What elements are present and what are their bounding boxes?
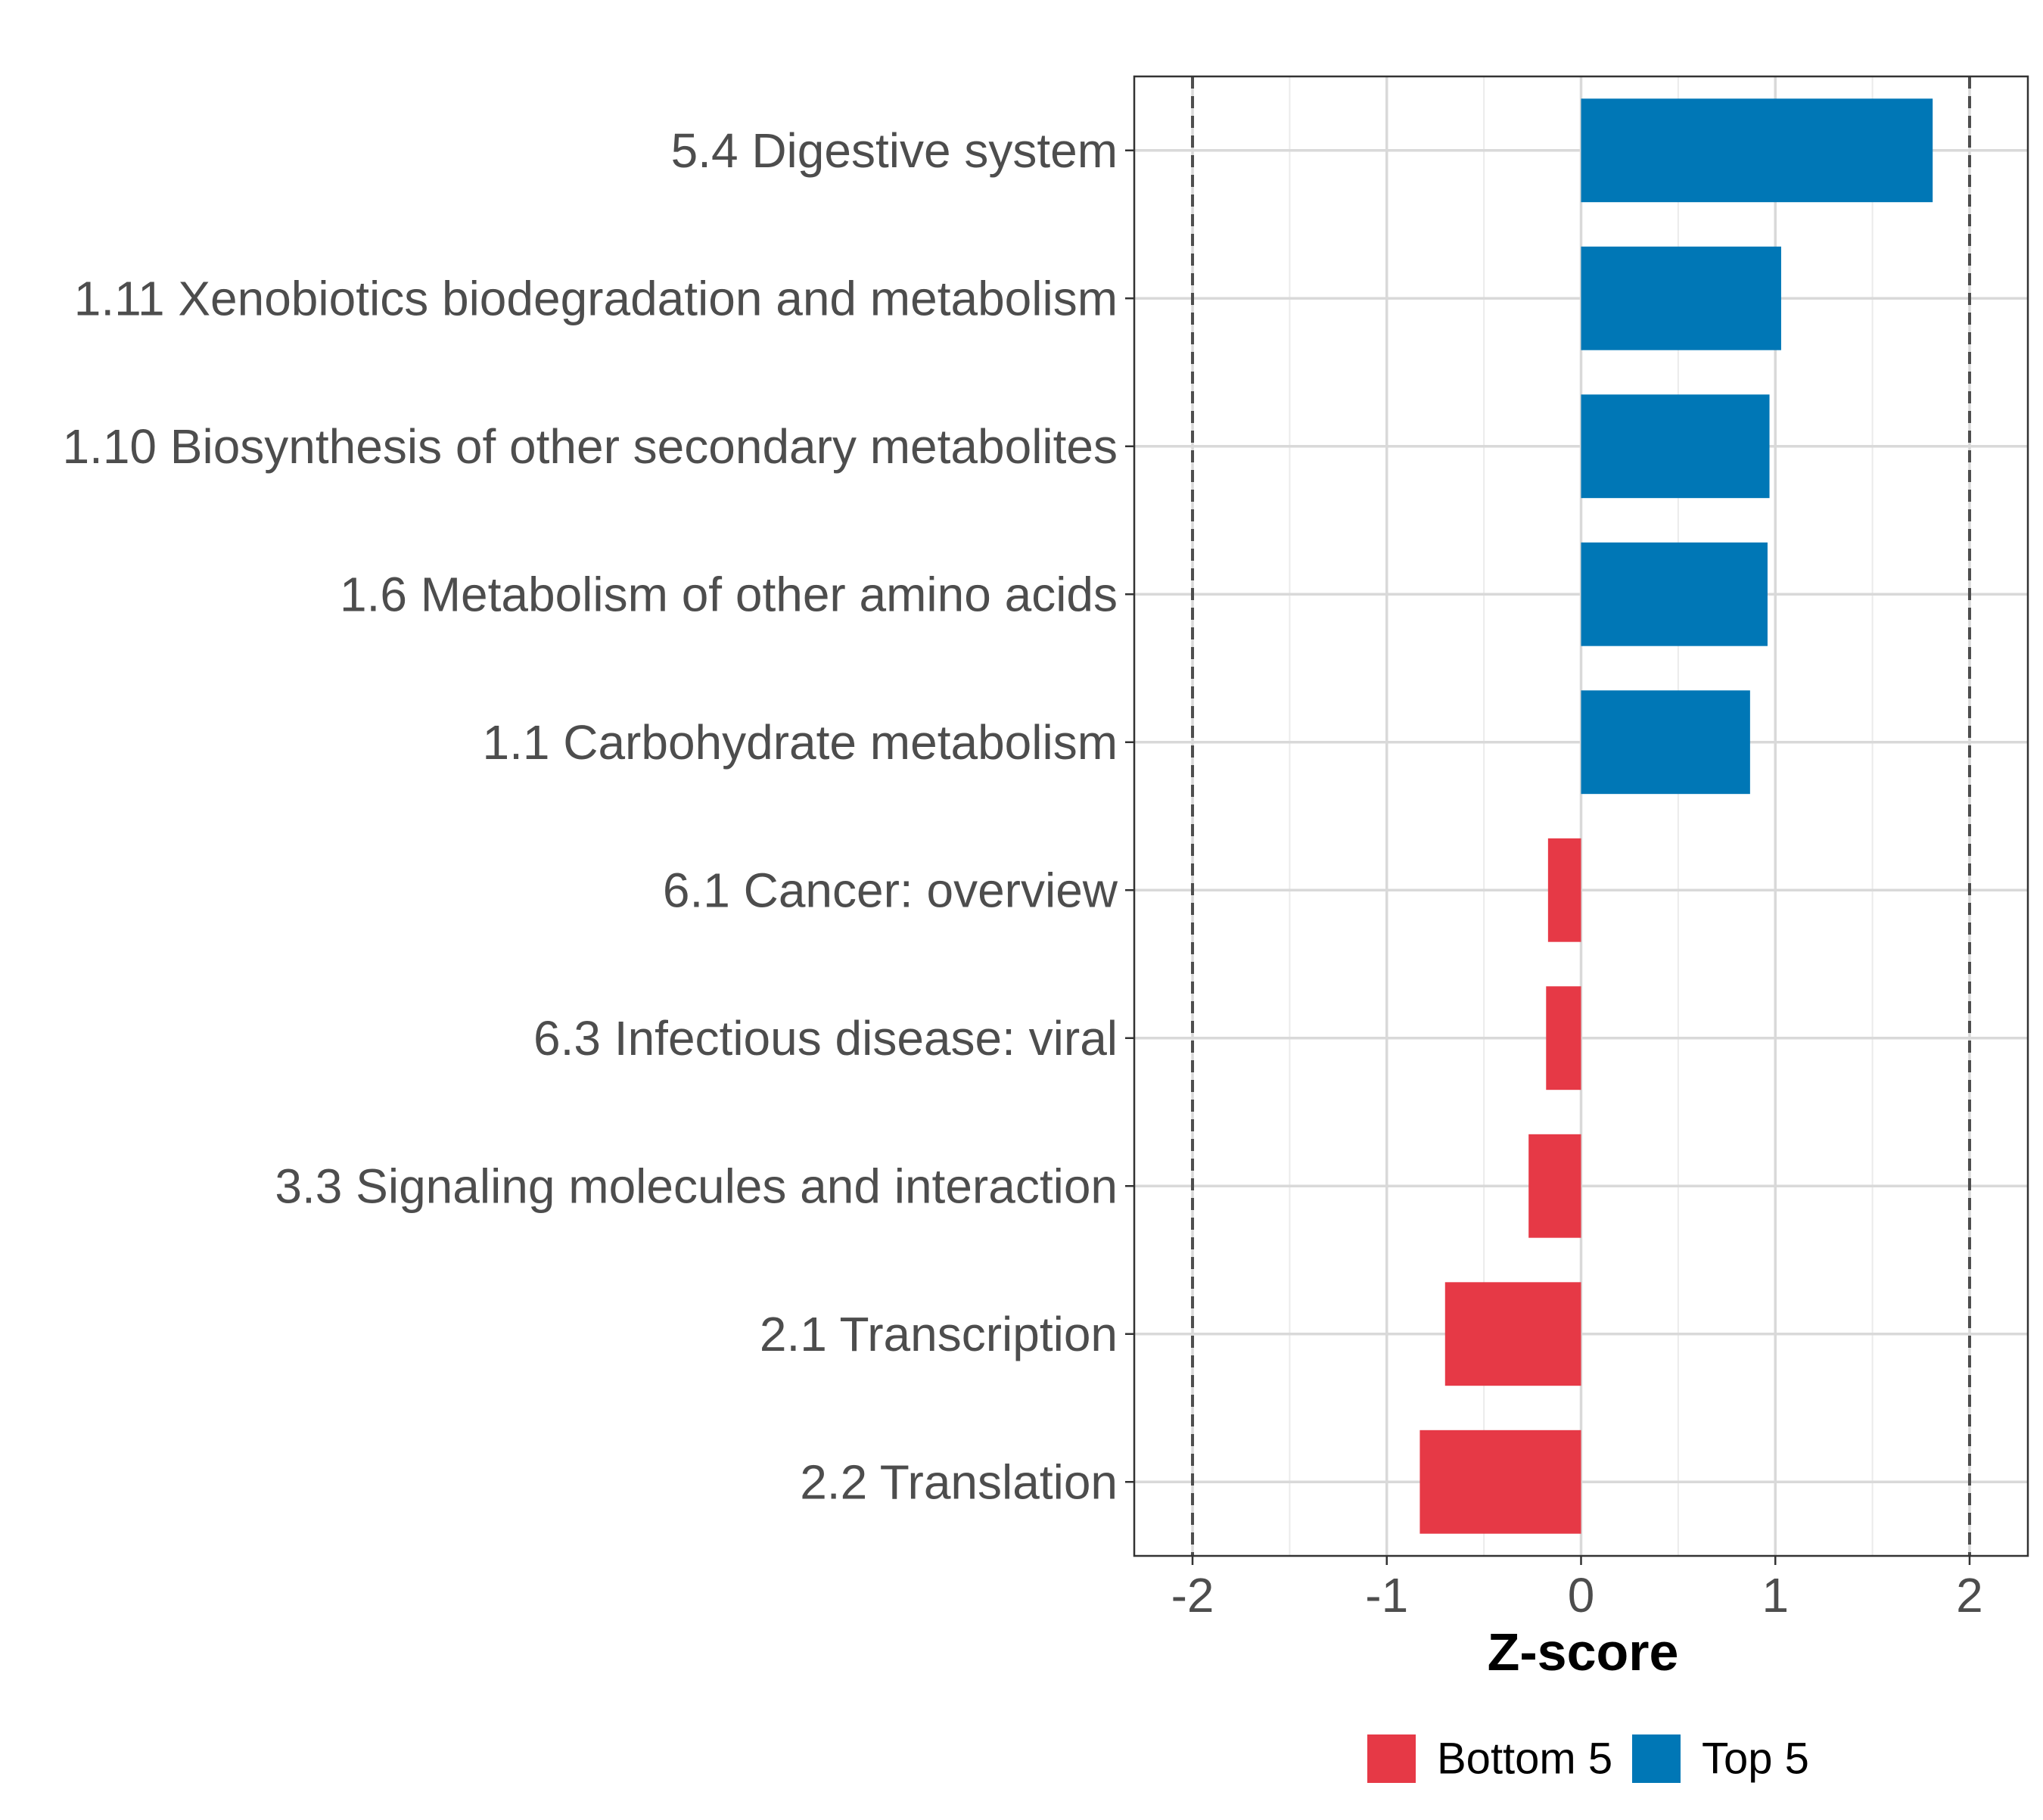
y-tick-label: 2.2 Translation <box>800 1454 1118 1509</box>
y-axis: 5.4 Digestive system 1.11 Xenobiotics bio… <box>62 123 1134 1509</box>
legend: Bottom 5 Top 5 <box>1367 1734 1809 1784</box>
bar-6-3-infectious-disease-viral <box>1546 986 1581 1090</box>
bar-1-10-biosynthesis-of-other-secondary-metabolites <box>1581 394 1770 499</box>
x-tick-label: 1 <box>1762 1568 1789 1622</box>
legend-key <box>1632 1734 1681 1783</box>
y-tick-label: 1.6 Metabolism of other amino acids <box>340 567 1118 621</box>
legend-label: Bottom 5 <box>1437 1734 1612 1784</box>
legend-label: Top 5 <box>1702 1734 1809 1784</box>
y-tick-label: 3.3 Signaling molecules and interaction <box>275 1159 1118 1213</box>
bar-5-4-digestive-system <box>1581 98 1933 203</box>
bar-1-6-metabolism-of-other-amino-acids <box>1581 542 1768 646</box>
x-axis: -2 -1 0 1 2 <box>1171 1556 1983 1622</box>
bar-6-1-cancer-overview <box>1547 838 1581 942</box>
legend-key <box>1367 1734 1416 1783</box>
y-tick-label: 1.11 Xenobiotics biodegradation and meta… <box>74 271 1118 325</box>
x-tick-label: -1 <box>1365 1568 1408 1622</box>
bar-1-11-xenobiotics-biodegradation-and-metabolism <box>1581 246 1781 350</box>
reference-lines-layer <box>1191 76 1971 1556</box>
bar-2-2-translation <box>1420 1430 1581 1534</box>
bars-layer <box>1420 98 1933 1534</box>
y-tick-label: 2.1 Transcription <box>760 1307 1118 1361</box>
x-tick-label: 2 <box>1956 1568 1983 1622</box>
bar-1-1-carbohydrate-metabolism <box>1581 690 1750 795</box>
bar-3-3-signaling-molecules-and-interaction <box>1528 1134 1581 1238</box>
y-tick-label: 1.1 Carbohydrate metabolism <box>482 715 1118 770</box>
bar-2-1-transcription <box>1444 1282 1581 1386</box>
y-tick-label: 1.10 Biosynthesis of other secondary met… <box>62 419 1118 474</box>
y-tick-label: 5.4 Digestive system <box>671 123 1118 178</box>
y-tick-label: 6.1 Cancer: overview <box>663 863 1118 917</box>
x-axis-title: Z-score <box>1488 1622 1679 1682</box>
x-tick-label: 0 <box>1568 1568 1595 1622</box>
x-tick-label: -2 <box>1171 1568 1214 1622</box>
y-tick-label: 6.3 Infectious disease: viral <box>533 1011 1118 1066</box>
